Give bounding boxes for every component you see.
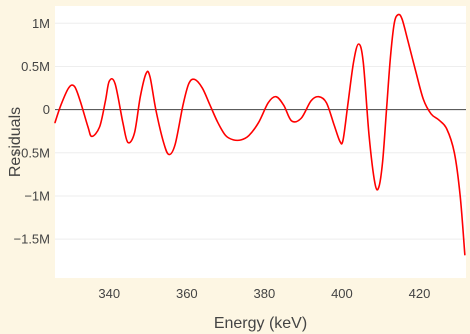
plot-area: [55, 6, 466, 278]
x-tick-label: 420: [409, 286, 431, 301]
y-tick-label: −1M: [24, 188, 50, 203]
x-axis-title: Energy (keV): [214, 315, 307, 332]
y-axis-title: Residuals: [7, 107, 24, 177]
x-axis-ticks: 340 360 380 400 420: [98, 286, 430, 301]
x-tick-label: 340: [98, 286, 120, 301]
y-axis-ticks: 1M 0.5M 0 −0.5M −1M −1.5M: [14, 16, 51, 247]
x-tick-label: 360: [176, 286, 198, 301]
y-tick-label: −1.5M: [14, 232, 51, 247]
gridlines: [55, 22, 466, 240]
y-tick-label: −0.5M: [14, 145, 51, 160]
x-tick-label: 380: [254, 286, 276, 301]
x-tick-label: 400: [331, 286, 353, 301]
y-tick-label: 0.5M: [21, 59, 50, 74]
y-tick-label: 0: [43, 102, 50, 117]
residuals-series-line: [54, 13, 466, 256]
y-tick-label: 1M: [32, 16, 50, 31]
